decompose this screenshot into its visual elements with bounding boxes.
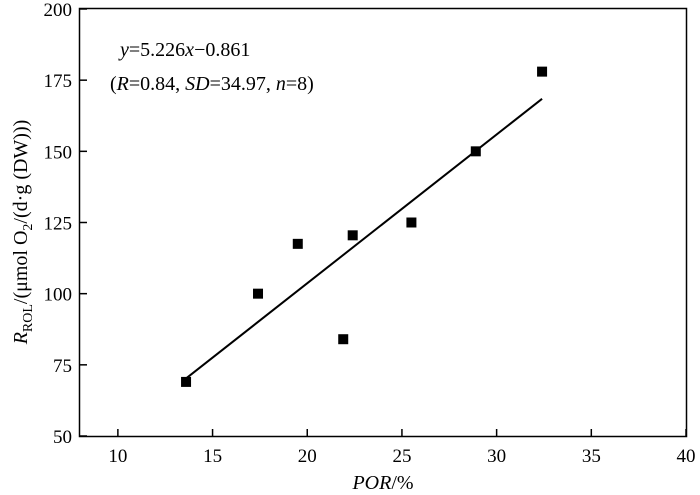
x-tick-label: 30 bbox=[487, 446, 506, 467]
y-tick-label: 175 bbox=[44, 71, 73, 92]
data-point bbox=[253, 288, 264, 299]
x-axis-label: POR/% bbox=[351, 472, 413, 494]
x-tick-label: 25 bbox=[392, 446, 411, 467]
data-point bbox=[537, 66, 548, 77]
eq-coef: =5.226 bbox=[129, 39, 185, 61]
x-tick-label: 35 bbox=[582, 446, 601, 467]
data-point bbox=[181, 376, 192, 387]
eq-y: y bbox=[118, 39, 129, 61]
stats-n-label: n bbox=[276, 73, 286, 95]
data-point bbox=[406, 217, 417, 228]
stats-sd-value: =34.97, bbox=[210, 73, 276, 95]
regression-line bbox=[185, 97, 543, 380]
stats-sd-label: SD bbox=[185, 73, 210, 95]
stats-r-label: R bbox=[116, 73, 129, 95]
y-tick-label: 150 bbox=[44, 142, 73, 163]
x-tick-label: 20 bbox=[298, 446, 317, 467]
tick-labels: 10 15 20 25 30 35 40 50 75 100 125 150 175 200 bbox=[44, 0, 696, 467]
stats-r-value: =0.84, bbox=[129, 73, 185, 95]
data-point bbox=[470, 146, 481, 157]
equation-annotation: y=5.226x−0.861 bbox=[118, 39, 250, 61]
data-point bbox=[347, 230, 358, 241]
y-tick-label: 200 bbox=[44, 0, 73, 21]
stats-open: ( bbox=[110, 73, 117, 95]
y-label-r-sub: ROL bbox=[21, 304, 36, 332]
y-tick-label: 100 bbox=[44, 285, 73, 306]
y-axis-label: RROL/(μmol O2/(d·g (DW))) bbox=[10, 120, 36, 346]
stats-annotation: (R=0.84, SD=34.97, n=8) bbox=[110, 73, 314, 95]
stats-n-value: =8) bbox=[286, 73, 314, 95]
x-tick-label: 10 bbox=[108, 446, 127, 467]
y-label-r: R bbox=[10, 332, 32, 345]
y-label-part1: /(μmol O bbox=[10, 231, 32, 305]
eq-intercept: −0.861 bbox=[194, 39, 250, 61]
plot-frame bbox=[78, 7, 688, 438]
data-point bbox=[292, 238, 303, 249]
y-tick-label: 75 bbox=[53, 356, 72, 377]
data-points bbox=[181, 66, 548, 387]
y-label-o2-sub: 2 bbox=[21, 224, 36, 231]
data-point bbox=[338, 334, 349, 345]
y-tick-label: 50 bbox=[53, 427, 72, 448]
x-tick-label: 15 bbox=[203, 446, 222, 467]
x-label-var: POR bbox=[351, 472, 391, 494]
y-tick-label: 125 bbox=[44, 214, 73, 235]
fit-line-group bbox=[185, 97, 543, 380]
x-label-unit: /% bbox=[391, 472, 413, 494]
eq-x: x bbox=[184, 39, 194, 61]
x-tick-label: 40 bbox=[677, 446, 696, 467]
y-label-part2: /(d·g (DW))) bbox=[10, 120, 32, 224]
